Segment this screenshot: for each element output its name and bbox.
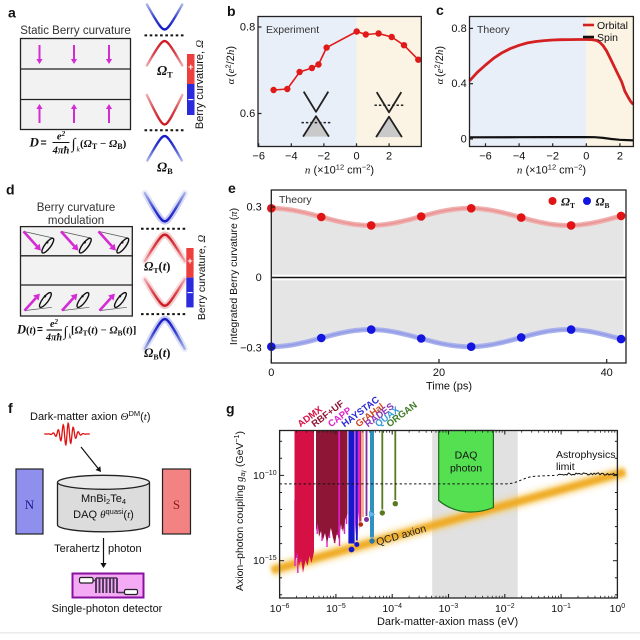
svg-text:−: − (188, 95, 194, 106)
svg-text:0: 0 (256, 272, 262, 284)
svg-text:∫: ∫ (63, 325, 69, 340)
svg-text:(e2/2h): (e2/2h) (224, 46, 238, 77)
svg-text:ΩB: ΩB (596, 195, 610, 211)
svg-text:[ΩT(t) − ΩB(t)]: [ΩT(t) − ΩB(t)] (71, 325, 136, 338)
svg-text:d: d (6, 182, 15, 198)
svg-text:ΩT: ΩT (561, 195, 575, 211)
svg-text:photon: photon (450, 463, 482, 475)
svg-text:2: 2 (617, 151, 623, 163)
svg-text:40: 40 (601, 367, 613, 379)
svg-text:Berry curvature, Ω: Berry curvature, Ω (194, 40, 206, 129)
svg-text:(t): (t) (26, 326, 36, 337)
svg-text:g: g (226, 401, 235, 417)
svg-text:−2: −2 (318, 151, 331, 163)
svg-text:b: b (227, 3, 236, 19)
svg-text:ΩB(t): ΩB(t) (144, 346, 170, 362)
svg-text:f: f (8, 400, 13, 416)
svg-text:−4: −4 (513, 151, 526, 163)
svg-text:+: + (188, 62, 193, 72)
svg-text:α: α (225, 78, 237, 84)
svg-text:k: k (77, 145, 81, 154)
svg-text:Berry curvature: Berry curvature (37, 202, 116, 214)
svg-text:−6: −6 (252, 151, 265, 163)
svg-text:D: D (29, 135, 40, 150)
svg-text:MnBi2Te4: MnBi2Te4 (81, 493, 126, 506)
svg-text:0: 0 (353, 151, 359, 163)
svg-text:n (×1012 cm−2): n (×1012 cm−2) (305, 163, 374, 177)
svg-text:Astrophysics: Astrophysics (556, 449, 616, 461)
svg-text:0.6: 0.6 (240, 108, 255, 120)
svg-text:Axion–photon coupling gaγ (GeV: Axion–photon coupling gaγ (GeV−1) (234, 431, 247, 591)
svg-text:Spin: Spin (597, 32, 618, 44)
svg-text:Integrated Berry curvature (π): Integrated Berry curvature (π) (228, 208, 240, 345)
svg-text:N: N (25, 497, 35, 512)
svg-text:c: c (436, 2, 444, 18)
svg-text:=: = (37, 325, 43, 336)
svg-text:(ΩT − ΩB): (ΩT − ΩB) (80, 138, 127, 151)
svg-text:ΩT(t): ΩT(t) (144, 260, 170, 276)
svg-text:n (×1012 cm−2): n (×1012 cm−2) (517, 163, 586, 177)
svg-text:α: α (434, 78, 446, 84)
svg-text:photon: photon (108, 543, 142, 555)
svg-text:−6: −6 (479, 151, 492, 163)
svg-text:Dark-matter axion ΘDM(t): Dark-matter axion ΘDM(t) (30, 409, 151, 423)
svg-text:Orbital: Orbital (597, 20, 628, 32)
svg-text:0.8: 0.8 (240, 22, 255, 34)
svg-text:0: 0 (583, 151, 589, 163)
svg-text:+: + (187, 256, 192, 266)
svg-text:Dark-matter-axion mass (eV): Dark-matter-axion mass (eV) (377, 616, 518, 628)
svg-text:Time (ps): Time (ps) (426, 381, 472, 393)
svg-text:0.3: 0.3 (247, 202, 262, 214)
svg-text:4πħ: 4πħ (52, 146, 70, 157)
svg-text:2: 2 (386, 151, 392, 163)
svg-text:Berry curvature, Ω: Berry curvature, Ω (196, 234, 208, 320)
svg-text:limit: limit (556, 461, 575, 473)
svg-text:Theory: Theory (279, 194, 312, 206)
svg-text:modulation: modulation (48, 215, 104, 227)
svg-text:Theory: Theory (477, 24, 510, 36)
svg-text:a: a (8, 5, 16, 21)
svg-text:D: D (16, 323, 26, 337)
svg-text:e2: e2 (50, 318, 58, 330)
svg-text:4πħ: 4πħ (45, 333, 62, 344)
svg-text:DAQ: DAQ (455, 450, 478, 462)
svg-text:Single-photon detector: Single-photon detector (52, 603, 163, 615)
svg-text:=: = (41, 137, 47, 149)
svg-text:e2: e2 (57, 130, 66, 143)
svg-text:−4: −4 (285, 151, 298, 163)
svg-text:Experiment: Experiment (266, 24, 319, 36)
svg-text:0.8: 0.8 (451, 23, 466, 35)
svg-text:0: 0 (268, 367, 274, 379)
svg-text:−2: −2 (546, 151, 559, 163)
svg-text:∫: ∫ (71, 137, 78, 153)
svg-text:DAQ θquasi(t): DAQ θquasi(t) (73, 507, 134, 521)
svg-text:(e2/2h): (e2/2h) (433, 46, 447, 77)
svg-text:0.4: 0.4 (451, 78, 466, 90)
svg-text:S: S (173, 497, 180, 512)
svg-text:ΩB: ΩB (157, 160, 173, 177)
svg-text:k: k (69, 333, 73, 341)
svg-text:−: − (187, 288, 193, 299)
svg-text:Terahertz: Terahertz (54, 543, 100, 555)
svg-text:Static Berry curvature: Static Berry curvature (20, 25, 131, 37)
svg-text:−0.3: −0.3 (240, 343, 262, 355)
svg-text:ΩT: ΩT (157, 63, 173, 80)
svg-text:0: 0 (461, 134, 467, 146)
svg-text:20: 20 (433, 367, 445, 379)
svg-text:e: e (228, 180, 236, 196)
